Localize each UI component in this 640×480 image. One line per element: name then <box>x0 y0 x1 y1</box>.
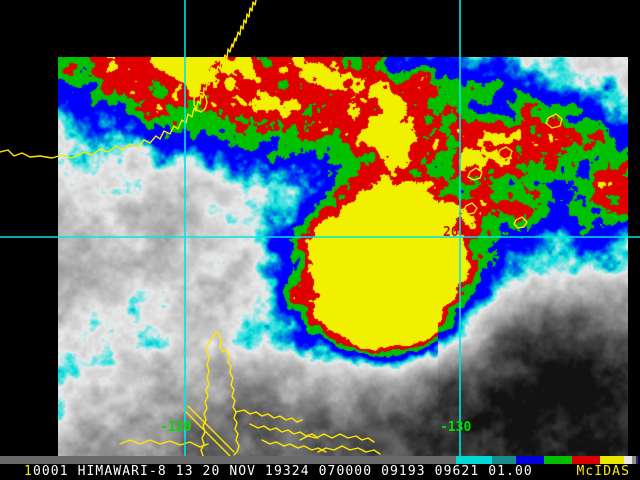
legend-segment-white-ramp <box>624 456 632 465</box>
enhancement-color-bar <box>0 456 640 465</box>
legend-segment-navy-cold <box>638 456 640 465</box>
longitude-label-130: -130 <box>440 420 472 435</box>
legend-segment-cyan-ramp <box>456 456 492 465</box>
legend-segment-dark-ramp <box>636 456 638 465</box>
legend-segment-teal-ramp <box>492 456 516 465</box>
legend-segment-green <box>544 456 572 465</box>
satellite-raster-canvas <box>58 57 628 456</box>
legend-segment-red <box>572 456 600 465</box>
legend-segment-blue <box>516 456 544 465</box>
legend-segment-gray-warm <box>0 456 456 465</box>
legend-segment-yellow <box>600 456 624 465</box>
longitude-label-120: -120 <box>160 420 192 435</box>
satellite-image-frame <box>58 57 628 456</box>
caption-text: 0001 HIMAWARI-8 13 20 NOV 19324 070000 0… <box>32 464 533 479</box>
legend-segment-gray-ramp <box>632 456 636 465</box>
image-caption-bar: 1 0001 HIMAWARI-8 13 20 NOV 19324 070000 … <box>0 464 640 480</box>
mcidas-brand-label: McIDAS <box>576 464 630 479</box>
latitude-label-20: 20 <box>443 225 459 240</box>
caption-lead-digit: 1 <box>24 464 33 479</box>
